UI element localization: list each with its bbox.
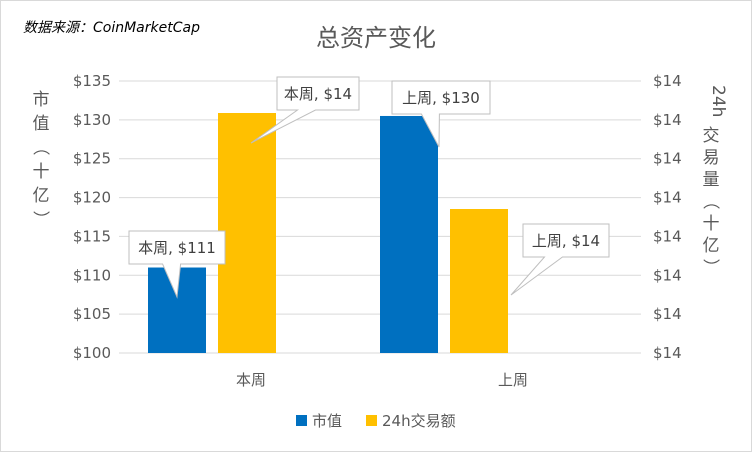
right-tick-label: $14 (653, 111, 682, 129)
right-tick-label: $14 (653, 150, 682, 168)
left-tick-label: $105 (73, 305, 111, 323)
right-tick-label: $14 (653, 305, 682, 323)
left-axis-label-char: 十 (33, 162, 50, 182)
data-label: 本周, $14 (284, 85, 352, 103)
right-tick-label: $14 (653, 189, 682, 207)
callout-box (128, 230, 226, 299)
category-label: 上周 (498, 371, 528, 389)
callout-box (510, 223, 610, 296)
right-tick-label: $14 (653, 72, 682, 90)
data-label: 本周, $111 (138, 239, 216, 257)
legend-swatch (366, 415, 377, 426)
source-note: 数据来源：CoinMarketCap (23, 20, 200, 36)
right-axis-label: 24h 交易量 （ 十亿 ） (700, 85, 728, 276)
right-axis-label-head: 24h (708, 85, 728, 117)
left-axis-ticks: $135 $130 $125 $120 $115 $110 $105 $100 (73, 72, 111, 362)
right-axis-label-char: 交 (703, 126, 720, 146)
callout: 本周, $111 (128, 230, 226, 299)
category-label: 本周 (236, 371, 266, 389)
left-axis-label: 市值 （ 十亿 ） (30, 90, 50, 228)
right-axis-label-char: 十 (703, 214, 720, 234)
legend-label: 市值 (312, 412, 342, 430)
right-axis-label-char: 亿 (703, 236, 720, 256)
left-axis-label-char: 值 (33, 114, 50, 134)
bar (380, 115, 438, 353)
chart-title: 总资产变化 (316, 24, 436, 52)
callout-box (250, 76, 360, 144)
left-tick-label: $110 (73, 266, 111, 284)
bars (148, 113, 508, 353)
callout: 本周, $14 (250, 76, 360, 144)
legend-swatch (296, 415, 307, 426)
right-tick-label: $14 (653, 227, 682, 245)
callout-box (391, 80, 491, 148)
left-tick-label: $115 (73, 227, 111, 245)
right-axis-label-char: （ (700, 193, 720, 210)
left-axis-label-char: 亿 (33, 186, 50, 206)
legend: 市值 24h交易额 (296, 412, 456, 430)
data-callouts: 本周, $111 本周, $14 上周, $130 上周, $14 (128, 76, 610, 299)
legend-label: 24h交易额 (382, 412, 456, 430)
left-tick-label: $135 (73, 72, 111, 90)
callout: 上周, $130 (391, 80, 491, 148)
right-axis-ticks: $14 $14 $14 $14 $14 $14 $14 $14 (653, 72, 682, 362)
right-tick-label: $14 (653, 266, 682, 284)
right-axis-label-char: 易 (703, 148, 720, 168)
left-tick-label: $125 (73, 150, 111, 168)
left-tick-label: $130 (73, 111, 111, 129)
right-axis-label-char: ） (700, 259, 720, 276)
left-axis-label-char: ） (30, 211, 50, 228)
right-tick-label: $14 (653, 344, 682, 362)
callout: 上周, $14 (510, 223, 610, 296)
bar (218, 113, 276, 353)
left-tick-label: $120 (73, 189, 111, 207)
bar (450, 209, 508, 353)
data-label: 上周, $14 (532, 232, 600, 250)
left-tick-label: $100 (73, 344, 111, 362)
right-axis-label-char: 量 (703, 170, 720, 190)
data-label: 上周, $130 (402, 89, 480, 107)
left-axis-label-char: 市 (33, 90, 50, 110)
category-labels: 本周 上周 (236, 371, 528, 389)
left-axis-label-char: （ (30, 139, 50, 156)
